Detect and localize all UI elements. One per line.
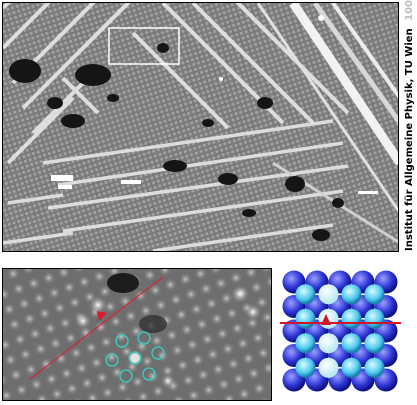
stm-overview-svg — [3, 3, 398, 251]
stm-overview-image — [2, 2, 399, 252]
bright-rows — [3, 3, 350, 165]
ball-adatom — [318, 308, 339, 329]
ball-adatom — [318, 357, 339, 378]
ball-adatom — [341, 284, 362, 305]
stm-zoom-image — [2, 268, 272, 401]
ball-adatom — [318, 284, 339, 305]
stm-zoom-svg — [3, 269, 271, 400]
bright-spots — [51, 15, 378, 194]
ball-adatom — [364, 333, 385, 354]
direction-arrow — [29, 276, 164, 380]
ball-adatom — [295, 333, 316, 354]
ball-adatom — [364, 284, 385, 305]
ball-adatom — [318, 333, 339, 354]
ball-adatom — [341, 357, 362, 378]
ball-adatom — [341, 333, 362, 354]
ball-grid — [282, 270, 398, 392]
image-number: 100/300 — [404, 0, 415, 21]
ball-adatom — [364, 357, 385, 378]
horizontal-rows — [3, 119, 349, 251]
ball-model-svg — [280, 270, 401, 392]
ball-adatom — [341, 308, 362, 329]
ball-adatom — [295, 308, 316, 329]
credit-text: Institut für Allgemeine Physik, TU Wien — [404, 28, 415, 251]
model-arrow — [321, 314, 331, 325]
scan-region-box — [108, 27, 180, 65]
step-edges — [256, 3, 398, 244]
credit-label: Institut für Allgemeine Physik, TU Wien … — [404, 0, 416, 253]
ball-model — [280, 268, 401, 401]
dark-defects — [9, 43, 344, 241]
ball-adatom — [364, 308, 385, 329]
ball-adatom — [295, 357, 316, 378]
ball-adatom — [295, 284, 316, 305]
atom-circles — [105, 331, 165, 383]
